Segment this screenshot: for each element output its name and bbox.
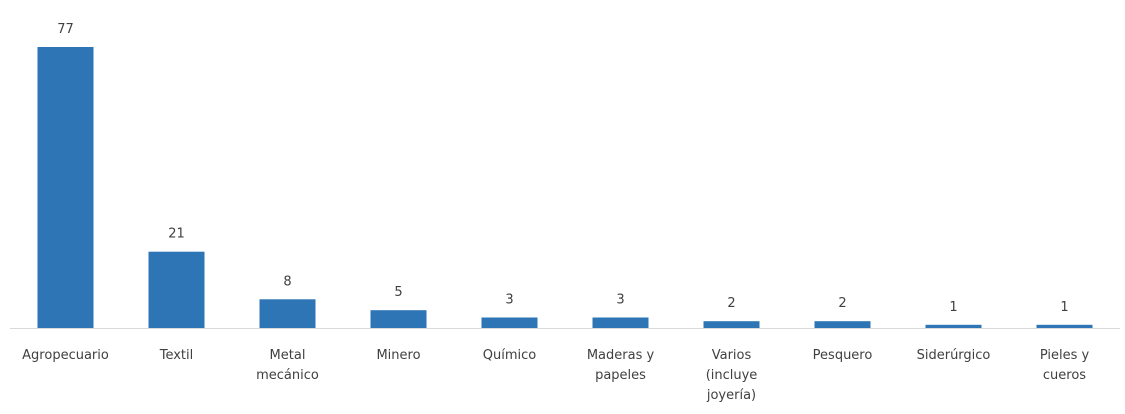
category-label-1: Textil bbox=[159, 348, 194, 363]
category-label-5: Maderas y papeles bbox=[587, 348, 655, 383]
bar-8 bbox=[925, 324, 982, 329]
bar-4 bbox=[481, 317, 538, 329]
data-label-8: 1 bbox=[949, 300, 957, 315]
bar-6 bbox=[703, 321, 760, 329]
data-label-6: 2 bbox=[727, 296, 735, 311]
data-label-5: 3 bbox=[616, 293, 624, 308]
category-label-9-line-1: cueros bbox=[1043, 368, 1086, 383]
bar-7 bbox=[814, 321, 871, 329]
category-label-2-line-1: mecánico bbox=[256, 368, 319, 383]
category-label-2: Metal mecánico bbox=[256, 348, 319, 383]
category-label-3: Minero bbox=[376, 348, 420, 363]
category-label-6-line-1: (incluye bbox=[706, 368, 758, 383]
category-label-5-line-1: papeles bbox=[595, 368, 646, 383]
bar-5 bbox=[592, 317, 649, 329]
category-label-0-line-0: Agropecuario bbox=[22, 348, 109, 363]
category-label-7: Pesquero bbox=[813, 348, 873, 363]
bar-1 bbox=[148, 251, 205, 329]
category-label-6: Varios (incluye joyería) bbox=[706, 348, 758, 403]
data-label-4: 3 bbox=[505, 293, 513, 308]
category-label-6-line-0: Varios bbox=[712, 348, 752, 363]
category-label-6-line-2: joyería) bbox=[706, 388, 756, 403]
category-labels-group: Agropecuario Textil Metal mecánico Minero Quí… bbox=[22, 348, 1089, 403]
data-label-7: 2 bbox=[838, 296, 846, 311]
data-label-1: 21 bbox=[168, 227, 185, 242]
data-label-2: 8 bbox=[283, 274, 291, 289]
category-label-9-line-0: Pieles y bbox=[1040, 348, 1090, 363]
bars-group bbox=[37, 47, 1093, 329]
data-label-9: 1 bbox=[1060, 300, 1068, 315]
category-label-8: Siderúrgico bbox=[917, 348, 991, 363]
bar-3 bbox=[370, 310, 427, 329]
category-label-8-line-0: Siderúrgico bbox=[917, 348, 991, 363]
data-label-3: 5 bbox=[394, 285, 402, 300]
category-label-0: Agropecuario bbox=[22, 348, 109, 363]
category-label-4-line-0: Químico bbox=[483, 348, 537, 363]
bar-2 bbox=[259, 299, 316, 329]
category-label-2-line-0: Metal bbox=[270, 348, 306, 363]
category-label-1-line-0: Textil bbox=[159, 348, 194, 363]
category-label-5-line-0: Maderas y bbox=[587, 348, 655, 363]
category-label-9: Pieles y cueros bbox=[1040, 348, 1090, 383]
category-label-7-line-0: Pesquero bbox=[813, 348, 873, 363]
data-label-0: 77 bbox=[57, 22, 74, 37]
bar-0 bbox=[37, 47, 94, 329]
bar-9 bbox=[1036, 324, 1093, 329]
category-label-4: Químico bbox=[483, 348, 537, 363]
category-label-3-line-0: Minero bbox=[376, 348, 420, 363]
